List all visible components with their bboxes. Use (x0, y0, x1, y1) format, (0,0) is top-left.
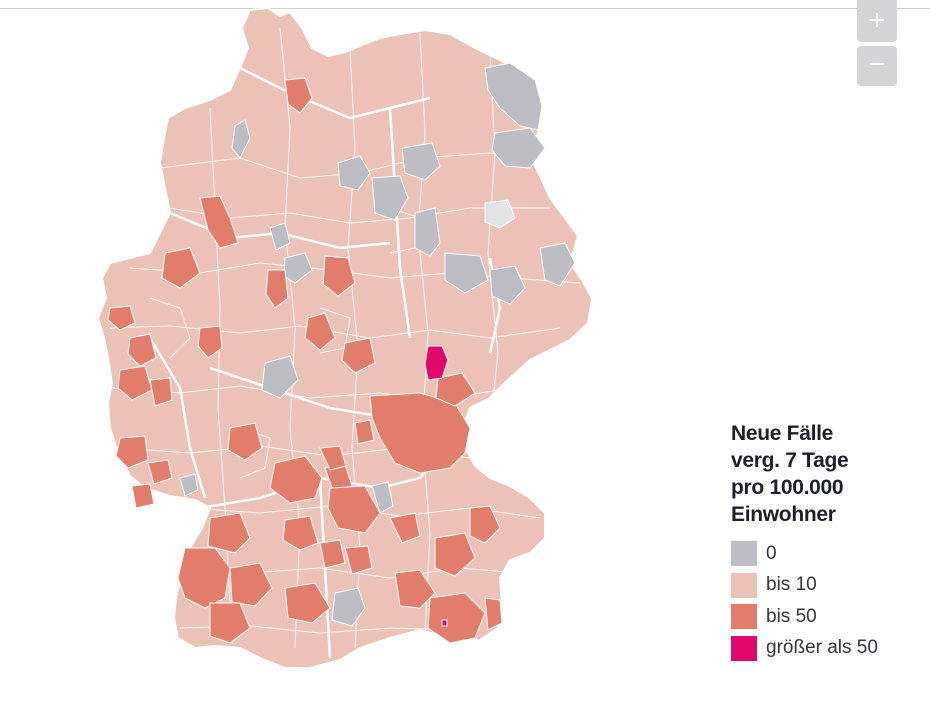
legend-item-mid: bis 50 (731, 601, 921, 633)
legend-label: 0 (766, 542, 777, 564)
legend-swatch (731, 541, 757, 567)
legend-title: Neue Fälle verg. 7 Tage pro 100.000 Einw… (731, 420, 921, 528)
legend-label: größer als 50 (766, 637, 878, 659)
districts-high[interactable] (424, 345, 449, 627)
legend-title-line: Einwohner (731, 503, 836, 526)
germany-map-svg[interactable] (90, 8, 610, 678)
legend-swatch (731, 572, 757, 598)
zoom-in-button[interactable]: + (857, 0, 897, 42)
legend-item-high: größer als 50 (731, 633, 921, 665)
germany-map[interactable] (90, 8, 610, 678)
legend-title-line: pro 100.000 (731, 476, 844, 499)
districts-zero[interactable] (179, 62, 576, 627)
map-legend: Neue Fälle verg. 7 Tage pro 100.000 Einw… (731, 420, 921, 664)
zoom-out-button[interactable]: − (857, 46, 897, 86)
legend-title-line: verg. 7 Tage (731, 449, 849, 472)
top-divider (0, 8, 930, 9)
districts-mid[interactable] (107, 77, 503, 644)
legend-label: bis 10 (766, 574, 817, 596)
legend-swatch (731, 635, 757, 661)
legend-item-low: bis 10 (731, 570, 921, 602)
district-berlin[interactable] (484, 199, 516, 229)
legend-label: bis 50 (766, 605, 817, 627)
legend-swatch (731, 604, 757, 630)
legend-item-zero: 0 (731, 538, 921, 570)
legend-title-line: Neue Fälle (731, 422, 834, 445)
